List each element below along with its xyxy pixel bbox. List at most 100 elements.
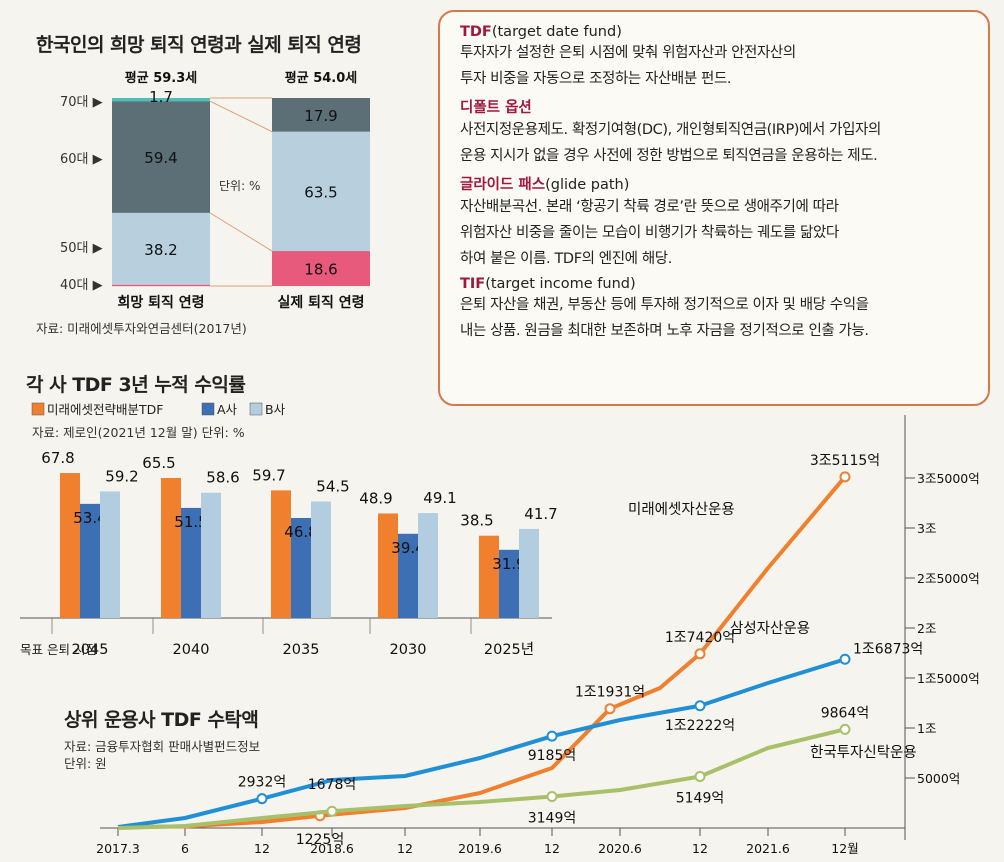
xlabel-prefix: 목표 은퇴 시점: [20, 642, 97, 657]
y-tick-label: 3조5000억: [917, 471, 980, 486]
term-description: 투자 비중을 자동으로 조정하는 자산배분 펀드.: [460, 71, 732, 87]
data-point: [546, 730, 558, 742]
term-description: 사전지정운용제도. 확정기여형(DC), 개인형퇴직연금(IRP)에서 가입자의: [460, 122, 881, 138]
data-label: 1678억: [308, 777, 357, 793]
x-tick-label: 2020.6: [598, 841, 642, 856]
legend-label: 미래에셋전략배분TDF: [47, 402, 163, 417]
series-name-label: 한국투자신탁운용: [810, 744, 917, 761]
stack-segment: [272, 131, 370, 252]
stack-segment: [112, 284, 210, 287]
bar-value: 65.5: [142, 454, 175, 472]
aum-unit: 단위: 원: [64, 756, 107, 771]
y-tick-label: 1조: [917, 721, 936, 736]
category-label: 2025년: [484, 641, 534, 658]
term-name: TDF: [460, 24, 492, 40]
term-description: 투자자가 설정한 은퇴 시점에 맞춰 위험자산과 안전자산의: [460, 45, 796, 61]
term-description: 자산배분곡선. 본래 ‘항공기 착륙 경로’란 뜻으로 생애주기에 따라: [460, 199, 839, 215]
x-tick-label: 12월: [831, 841, 858, 856]
legend-swatch: [201, 402, 215, 416]
term-english: (glide path): [545, 177, 630, 193]
bar-value: 49.1: [423, 489, 456, 507]
data-point: [314, 810, 326, 822]
segment-value: 18.6: [304, 261, 337, 279]
stack-average: 평균 59.3세: [125, 70, 197, 86]
y-tick-label: 2조: [917, 621, 936, 636]
stack-label: 희망 퇴직 연령: [117, 294, 204, 311]
bar: [519, 528, 539, 618]
data-label: 1조2222억: [665, 718, 735, 734]
x-tick-label: 6: [181, 841, 189, 856]
age-label: 40대 ▶: [60, 278, 103, 293]
x-tick-label: 2021.6: [746, 841, 790, 856]
series-name-label: 미래에셋자산운용: [628, 501, 735, 518]
segment-value: 17.9: [304, 107, 337, 125]
term-name: 디폴트 옵션: [460, 100, 532, 116]
segment-value: 59.4: [144, 149, 177, 167]
y-tick-label: 2조5000억: [917, 571, 980, 586]
data-point: [326, 805, 338, 817]
data-point: [694, 700, 706, 712]
data-point: [604, 703, 616, 715]
glossary-term: 디폴트 옵션: [460, 96, 980, 117]
data-label: 2932억: [238, 775, 287, 791]
term-english: (target date fund): [491, 24, 622, 40]
x-tick-label: 12: [397, 841, 413, 856]
bar-value: 59.2: [105, 467, 138, 485]
glossary-term: TIF(target income fund): [460, 276, 980, 292]
bar-value: 58.6: [206, 469, 239, 487]
legend-swatch: [31, 402, 45, 416]
retirement-source: 자료: 미래에셋투자와연금센터(2017년): [36, 321, 247, 336]
segment-value: 1.7: [149, 88, 173, 106]
stack-segment: [112, 98, 210, 102]
retirement-chart-title: 한국인의 희망 퇴직 연령과 실제 퇴직 연령: [36, 34, 362, 56]
age-label: 50대 ▶: [60, 241, 103, 256]
term-description: 은퇴 자산을 채권, 부동산 등에 투자해 정기적으로 이자 및 배당 수익을: [460, 297, 869, 313]
data-label: 9864억: [821, 705, 870, 721]
y-tick-label: 1조5000억: [917, 671, 980, 686]
data-label: 5149억: [676, 791, 725, 807]
glossary-box: TDF(target date fund) 투자자가 설정한 은퇴 시점에 맞춰 …: [438, 10, 990, 406]
data-label: 9185억: [528, 748, 577, 764]
term-description: 하여 붙은 이름. TDF의 엔진에 해당.: [460, 251, 672, 267]
x-tick-label: 12: [254, 841, 270, 856]
data-point: [839, 723, 851, 735]
data-label: 3149억: [528, 811, 577, 827]
glossary-term: 글라이드 패스(glide path): [460, 173, 980, 194]
data-point: [256, 793, 268, 805]
y-tick-label: 3조: [917, 521, 936, 536]
bar-value: 48.9: [359, 489, 392, 507]
returns-source: 자료: 제로인(2021년 12월 말) 단위: %: [32, 425, 245, 440]
data-label: 1조7420억: [665, 630, 735, 646]
series-name-label: 삼성자산운용: [730, 620, 810, 637]
glossary-term: TDF(target date fund): [460, 24, 980, 40]
bar-value: 67.8: [41, 449, 74, 467]
term-description: 운용 지시가 없을 경우 사전에 정한 방법으로 퇴직연금을 운용하는 제도.: [460, 148, 878, 164]
unit-label: 단위: %: [219, 179, 260, 193]
x-tick-label: 2019.6: [458, 841, 502, 856]
bar: [161, 477, 181, 618]
data-point: [546, 791, 558, 803]
bar: [311, 501, 331, 618]
returns-chart-title: 각 사 TDF 3년 누적 수익률: [26, 374, 246, 396]
x-tick-label: 12: [692, 841, 708, 856]
data-point: [839, 471, 851, 483]
x-tick-label: 2018.6: [310, 841, 354, 856]
bar: [378, 513, 398, 618]
bar-value: 54.5: [316, 478, 349, 496]
term-english: (target income fund): [485, 276, 636, 292]
stack-label: 실제 퇴직 연령: [277, 294, 364, 311]
data-point: [694, 771, 706, 783]
legend-label: B사: [265, 402, 286, 417]
term-description: 내는 상품. 원금을 최대한 보존하며 노후 자금을 정기적으로 인출 가능.: [460, 323, 869, 339]
aum-chart-title: 상위 운용사 TDF 수탁액: [64, 709, 259, 731]
bar-value: 41.7: [524, 505, 557, 523]
age-label: 60대 ▶: [60, 152, 103, 167]
connector-line: [209, 100, 273, 133]
data-point: [694, 648, 706, 660]
stack-segment: [112, 212, 210, 285]
bar: [80, 503, 100, 618]
x-tick-label: 2017.3: [96, 841, 140, 856]
category-label: 2035: [283, 642, 320, 658]
bar: [60, 473, 80, 618]
y-tick-label: 5000억: [917, 771, 960, 786]
